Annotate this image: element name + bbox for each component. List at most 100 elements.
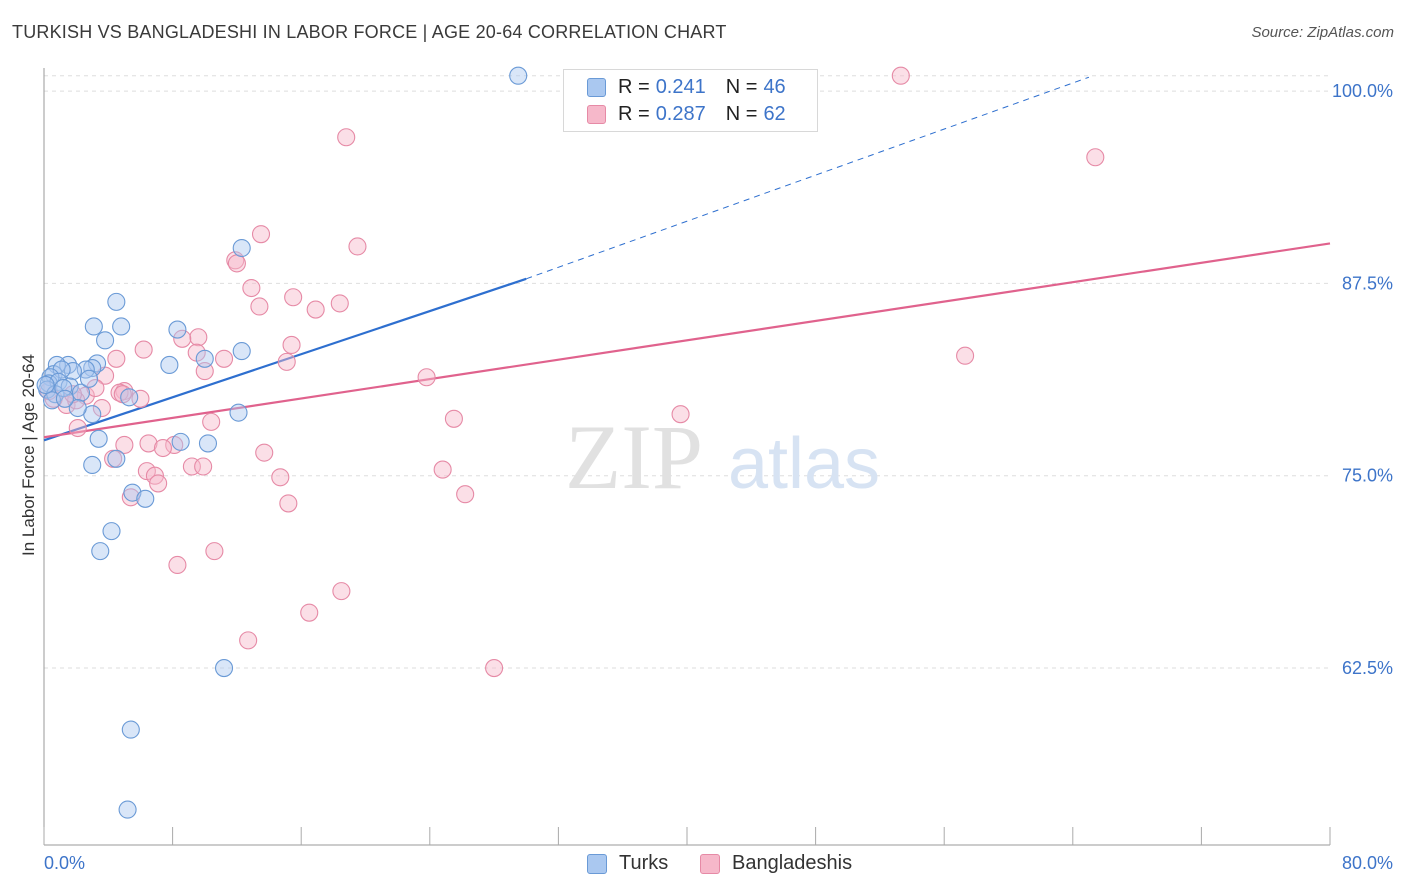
turks-point <box>112 317 131 336</box>
source-label: Source: ZipAtlas.com <box>1251 24 1394 41</box>
turks-point <box>68 398 87 418</box>
bangladeshis-point <box>456 485 475 504</box>
bangladeshis-point <box>205 542 224 561</box>
bangladeshis-point <box>891 66 910 85</box>
bangladeshis-point <box>115 435 134 455</box>
bangladeshis-point <box>255 443 274 462</box>
bangladeshis-point <box>671 405 690 424</box>
turks-point <box>232 342 251 361</box>
bangladeshis-point <box>195 362 214 381</box>
chart-title: TURKISH VS BANGLADESHI IN LABOR FORCE | … <box>12 22 727 42</box>
x-tick-label-max: 80.0% <box>1342 853 1393 873</box>
bangladeshis-point <box>250 297 269 316</box>
turks-point <box>120 388 139 407</box>
bangladeshis-point <box>110 383 129 402</box>
bangladeshis-point <box>300 603 319 622</box>
bangladeshis-point <box>173 329 192 348</box>
bangladeshis-point <box>107 349 126 368</box>
bangladeshis-point <box>149 474 168 493</box>
bangladeshis-point <box>68 418 87 438</box>
bangladeshis-point <box>92 398 111 418</box>
y-axis-label: In Labor Force | Age 20-64 <box>19 354 38 556</box>
turks-point <box>195 349 214 368</box>
bangladeshis-point <box>306 300 325 319</box>
data-points <box>36 66 1105 819</box>
turks-point <box>84 317 103 336</box>
grid-lines <box>44 75 1330 669</box>
bangladeshis-point <box>189 328 208 347</box>
turks-n-value: 46 <box>763 75 786 98</box>
series-legend: Turks Bangladeshis <box>0 852 1406 878</box>
turks-point <box>168 320 187 339</box>
bangladeshis-point <box>242 278 261 298</box>
bangladeshis-point <box>239 631 258 650</box>
axes <box>43 68 1331 846</box>
turks-point <box>83 358 102 378</box>
bangladeshis-point <box>202 412 221 431</box>
turks-point <box>36 375 55 395</box>
bangladeshis-point <box>214 349 234 368</box>
legend-item-bangladeshis[interactable]: Bangladeshis <box>700 852 852 875</box>
bangladeshis-point <box>139 434 158 453</box>
bangladeshis-point <box>153 438 173 458</box>
turks-r-value: 0.241 <box>655 75 706 98</box>
trend-lines <box>43 76 1331 442</box>
bangladeshis-point <box>433 460 452 479</box>
bangladeshis-point <box>227 254 246 273</box>
turks-point <box>136 489 155 508</box>
turks-point <box>198 434 218 453</box>
turks-point <box>71 383 91 402</box>
bangladeshis-point <box>194 457 213 476</box>
turks-point <box>102 522 121 541</box>
x-tick-label-min: 0.0% <box>44 853 85 873</box>
watermark-atlas: atlas <box>728 424 880 504</box>
bangladeshis-n-value: 62 <box>763 102 786 125</box>
turks-point <box>83 455 102 475</box>
turks-n-label: N = <box>725 75 758 98</box>
bangladeshis-point <box>348 237 367 256</box>
bangladeshis-point <box>1086 148 1105 167</box>
bangladeshis-trend-line <box>43 242 1331 439</box>
turks-point <box>229 403 248 422</box>
turks-r-label: R = <box>618 75 650 98</box>
turks-point <box>91 542 110 561</box>
bangladeshis-r-value: 0.287 <box>655 102 706 125</box>
y-tick-label: 62.5% <box>1342 658 1393 678</box>
bangladeshis-r-label: R = <box>618 102 650 125</box>
bangladeshis-legend-label: Bangladeshis <box>732 852 853 874</box>
bangladeshis-point <box>337 128 356 147</box>
bangladeshis-point <box>271 468 290 487</box>
turks-point <box>63 362 82 381</box>
turks-trend-extension <box>526 76 1090 280</box>
bangladeshis-point <box>417 368 436 387</box>
turks-point <box>509 66 528 85</box>
turks-point <box>121 720 140 739</box>
bangladeshis-point <box>330 294 349 313</box>
turks-point <box>118 800 137 819</box>
correlation-legend: R = 0.241 N = 46 R = 0.287 N = 62 <box>563 69 818 132</box>
turks-point <box>79 369 99 388</box>
y-tick-label: 75.0% <box>1342 466 1393 486</box>
turks-trend-line <box>43 277 527 442</box>
turks-point <box>96 331 115 350</box>
turks-point <box>232 238 251 258</box>
bangladeshis-point <box>332 582 351 601</box>
turks-legend-swatch <box>587 853 607 874</box>
legend-row-turks: R = 0.241 N = 46 <box>587 74 786 100</box>
turks-swatch <box>587 77 606 97</box>
legend-item-turks[interactable]: Turks <box>587 852 668 875</box>
bangladeshis-point <box>279 494 298 513</box>
turks-point <box>160 355 179 375</box>
turks-point <box>55 389 74 408</box>
bangladeshis-point <box>251 225 271 244</box>
turks-point <box>107 292 126 311</box>
bangladeshis-point <box>168 555 187 575</box>
bangladeshis-point <box>131 389 150 408</box>
turks-legend-label: Turks <box>619 852 669 874</box>
legend-row-bangladeshis: R = 0.287 N = 62 <box>587 101 786 127</box>
bangladeshis-point <box>134 340 153 359</box>
turks-point <box>214 659 234 678</box>
bangladeshis-point <box>86 378 105 398</box>
bangladeshis-point <box>284 288 303 307</box>
